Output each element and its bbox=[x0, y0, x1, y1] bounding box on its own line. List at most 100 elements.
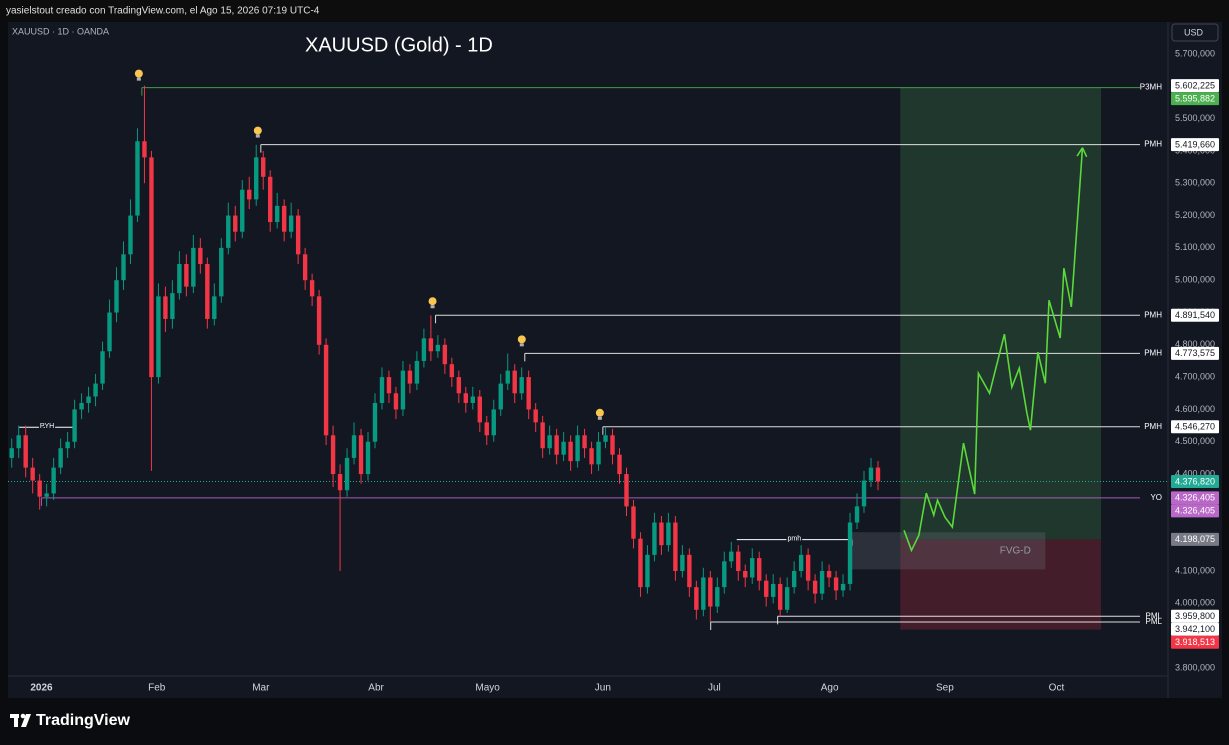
candle-body bbox=[547, 435, 552, 449]
candle-body bbox=[219, 247, 224, 297]
candle-body bbox=[9, 448, 14, 458]
candle-body bbox=[407, 370, 413, 384]
candle-body bbox=[302, 254, 308, 281]
candle-body bbox=[86, 396, 91, 403]
candle-body bbox=[875, 467, 881, 482]
candle-body bbox=[456, 377, 462, 394]
candle-body bbox=[722, 561, 727, 588]
candle-body bbox=[610, 435, 615, 455]
y-tick-label: 5.300,000 bbox=[1175, 178, 1215, 188]
candle-body bbox=[477, 396, 482, 423]
price-tag-label: 3.942,100 bbox=[1175, 624, 1215, 634]
candle-body bbox=[372, 402, 378, 442]
price-tag bbox=[1171, 92, 1219, 106]
candle-body bbox=[177, 264, 182, 294]
candle-body bbox=[386, 377, 392, 394]
candle-body bbox=[100, 351, 105, 384]
price-tag-label: 4.376,820 bbox=[1175, 476, 1215, 486]
guide-label: pmh bbox=[788, 536, 802, 543]
candle-body bbox=[491, 409, 496, 436]
projection-arrowhead bbox=[1076, 147, 1084, 157]
candle-body bbox=[428, 338, 434, 352]
candle-body bbox=[701, 577, 706, 610]
price-axis bbox=[1168, 22, 1222, 698]
candle-body bbox=[645, 554, 650, 588]
candle-body bbox=[750, 558, 755, 578]
candle-body bbox=[247, 189, 252, 200]
candle-body bbox=[254, 157, 259, 200]
price-tag-label: 5.595,882 bbox=[1175, 93, 1215, 103]
fvg-zone bbox=[851, 532, 1046, 570]
candle-body bbox=[575, 435, 580, 462]
candle-body bbox=[805, 554, 811, 581]
candle-body bbox=[812, 580, 818, 594]
candle-body bbox=[826, 571, 832, 578]
candle-body bbox=[568, 441, 573, 462]
candle-body bbox=[554, 435, 559, 455]
candle-body bbox=[798, 554, 804, 572]
price-tag-label: 5.602,225 bbox=[1175, 80, 1215, 90]
y-tick-label: 5.200,000 bbox=[1175, 210, 1215, 220]
candle-body bbox=[184, 264, 189, 287]
level-name: PMH bbox=[1144, 422, 1162, 431]
lightbulb-icon bbox=[595, 408, 604, 417]
fvg-label: FVG-D bbox=[1000, 545, 1031, 556]
top-bar bbox=[0, 0, 1229, 21]
candle-body bbox=[142, 141, 147, 158]
candle-body bbox=[694, 587, 699, 610]
candle-body bbox=[309, 280, 315, 297]
level-name: PML bbox=[1146, 611, 1163, 620]
candle-body bbox=[861, 480, 867, 507]
candle-body bbox=[687, 554, 692, 588]
lightbulb-icon bbox=[253, 126, 262, 135]
candle-body bbox=[715, 587, 720, 607]
candle-body bbox=[680, 554, 685, 572]
x-tick-label: Jun bbox=[595, 683, 611, 694]
candle-body bbox=[128, 215, 133, 255]
candle-body bbox=[72, 409, 77, 442]
x-tick-label: Mayo bbox=[475, 683, 500, 694]
candle-body bbox=[337, 474, 343, 491]
candle-body bbox=[589, 448, 594, 465]
candle-body bbox=[624, 474, 629, 507]
lightbulb-base bbox=[430, 305, 435, 309]
y-tick-label: 4.500,000 bbox=[1175, 436, 1215, 446]
candle-body bbox=[840, 583, 846, 591]
candle-body bbox=[114, 280, 119, 313]
candle-body bbox=[833, 577, 839, 591]
candle-body bbox=[414, 360, 420, 384]
candle-body bbox=[847, 522, 853, 584]
x-tick-label: 2026 bbox=[30, 683, 53, 694]
x-tick-label: Sep bbox=[936, 683, 954, 694]
candle-body bbox=[784, 587, 790, 610]
y-tick-label: 3.800,000 bbox=[1175, 662, 1215, 672]
candle-body bbox=[170, 293, 175, 319]
candle-body bbox=[205, 264, 210, 319]
candle-body bbox=[288, 215, 294, 232]
candle-body bbox=[819, 571, 825, 594]
price-tag bbox=[1171, 138, 1219, 152]
candle-body bbox=[526, 377, 531, 410]
candle-body bbox=[79, 402, 84, 410]
level-name: PMH bbox=[1144, 348, 1162, 357]
price-tag bbox=[1171, 504, 1219, 518]
x-tick-label: Oct bbox=[1049, 683, 1065, 694]
background-layer: FVG-D PYH pmh bbox=[8, 69, 1168, 631]
candle-body bbox=[51, 467, 56, 494]
y-tick-label: 4.600,000 bbox=[1175, 404, 1215, 414]
brand-logo bbox=[10, 713, 31, 727]
price-tag-label: 3.959,800 bbox=[1175, 611, 1215, 621]
candle-body bbox=[470, 396, 475, 403]
candle-body bbox=[351, 435, 357, 458]
axis-layer: 3.800,0003.900,0004.000,0004.100,0004.20… bbox=[30, 48, 1219, 694]
price-tag-label: 4.773,575 bbox=[1175, 348, 1215, 358]
price-tag bbox=[1171, 420, 1219, 434]
candle-body bbox=[631, 506, 636, 539]
candle-body bbox=[729, 551, 734, 562]
currency-label: USD bbox=[1184, 27, 1204, 37]
candle-body bbox=[30, 467, 35, 481]
y-tick-label: 4.400,000 bbox=[1175, 468, 1215, 478]
plot-area bbox=[8, 22, 1168, 698]
currency-box[interactable] bbox=[1171, 23, 1219, 42]
candle-body bbox=[365, 441, 371, 475]
